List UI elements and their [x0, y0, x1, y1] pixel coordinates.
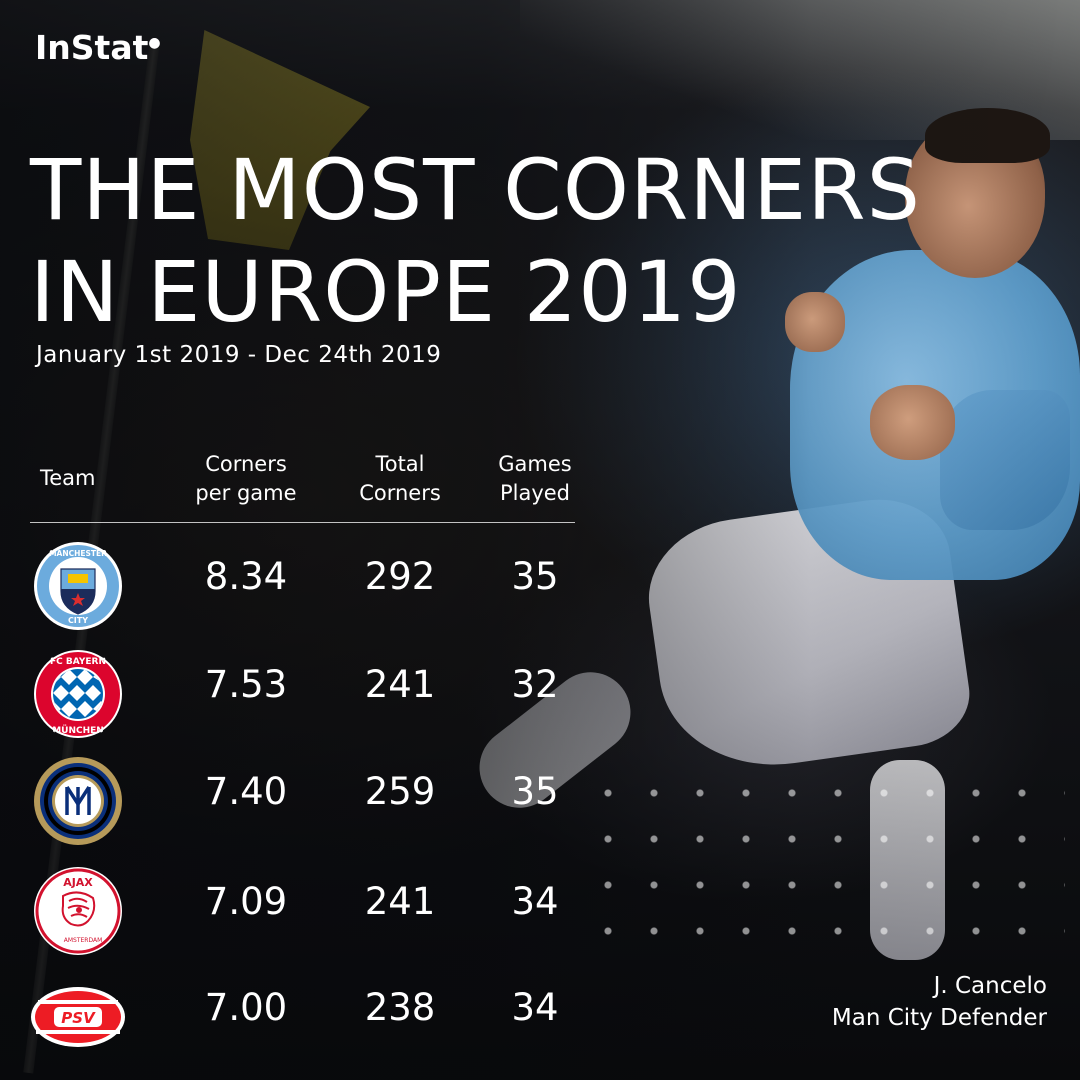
table-row: FC BAYERN MÜNCHEN 7.53 241 32: [0, 643, 600, 743]
corners-per-game-value: 8.34: [204, 555, 288, 598]
table-row: MANCHESTER CITY 8.34 292 35: [0, 535, 600, 635]
man-city-badge-bottom-text: CITY: [68, 616, 88, 625]
games-played-value: 35: [511, 555, 559, 598]
man-city-badge-top-text: MANCHESTER: [49, 549, 107, 558]
column-header-team: Team: [40, 464, 120, 493]
column-header-corners-per-game-line-1: Corners: [205, 452, 287, 476]
column-header-total-corners: Total Corners: [340, 450, 460, 508]
inter-milan-badge-icon: [33, 756, 123, 846]
corners-per-game-value: 7.09: [204, 880, 288, 923]
games-played-value: 34: [511, 880, 559, 923]
page-title-line-1: THE MOST CORNERS: [30, 141, 921, 239]
logo-dot-icon: ●: [148, 35, 161, 51]
column-header-corners-per-game: Corners per game: [176, 450, 316, 508]
psv-badge-icon: PSV: [30, 986, 126, 1048]
column-header-games-played-line-1: Games: [498, 452, 572, 476]
corners-per-game-value: 7.00: [204, 986, 288, 1029]
ajax-badge-bottom-text: AMSTERDAM: [64, 937, 103, 944]
column-header-games-played-line-2: Played: [499, 481, 571, 505]
manchester-city-badge-icon: MANCHESTER CITY: [33, 541, 123, 631]
table-header-divider: [30, 522, 575, 523]
column-header-total-corners-line-1: Total: [375, 452, 425, 476]
instat-logo: InStat●: [35, 28, 161, 67]
total-corners-value: 238: [364, 986, 436, 1029]
ajax-badge-icon: AJAX AMSTERDAM: [33, 866, 123, 956]
total-corners-value: 241: [364, 663, 436, 706]
date-range-subtitle: January 1st 2019 - Dec 24th 2019: [36, 342, 442, 368]
games-played-value: 34: [511, 986, 559, 1029]
corners-per-game-value: 7.40: [204, 770, 288, 813]
page-title-line-2: IN EUROPE 2019: [30, 243, 742, 341]
column-header-total-corners-line-2: Corners: [359, 481, 441, 505]
player-caption: J. Cancelo Man City Defender: [832, 970, 1047, 1034]
table-row: 7.40 259 35: [0, 750, 600, 850]
ajax-badge-top-text: AJAX: [63, 876, 93, 889]
player-name: J. Cancelo: [933, 973, 1047, 999]
total-corners-value: 241: [364, 880, 436, 923]
instat-logo-text: InStat: [35, 28, 149, 67]
total-corners-value: 259: [364, 770, 436, 813]
dot-grid-decoration: [585, 770, 1065, 940]
games-played-value: 35: [511, 770, 559, 813]
games-played-value: 32: [511, 663, 559, 706]
column-header-team-label: Team: [40, 466, 96, 490]
player-role: Man City Defender: [831, 1005, 1047, 1031]
total-corners-value: 292: [364, 555, 436, 598]
bayern-badge-bottom-text: MÜNCHEN: [52, 725, 104, 736]
bayern-badge-top-text: FC BAYERN: [50, 657, 106, 667]
psv-badge-text: PSV: [61, 1009, 96, 1027]
column-header-corners-per-game-line-2: per game: [195, 481, 297, 505]
table-row: AJAX AMSTERDAM 7.09 241 34: [0, 860, 600, 960]
column-header-games-played: Games Played: [480, 450, 590, 508]
corners-per-game-value: 7.53: [204, 663, 288, 706]
bayern-munchen-badge-icon: FC BAYERN MÜNCHEN: [33, 649, 123, 739]
table-row: PSV 7.00 238 34: [0, 966, 600, 1066]
